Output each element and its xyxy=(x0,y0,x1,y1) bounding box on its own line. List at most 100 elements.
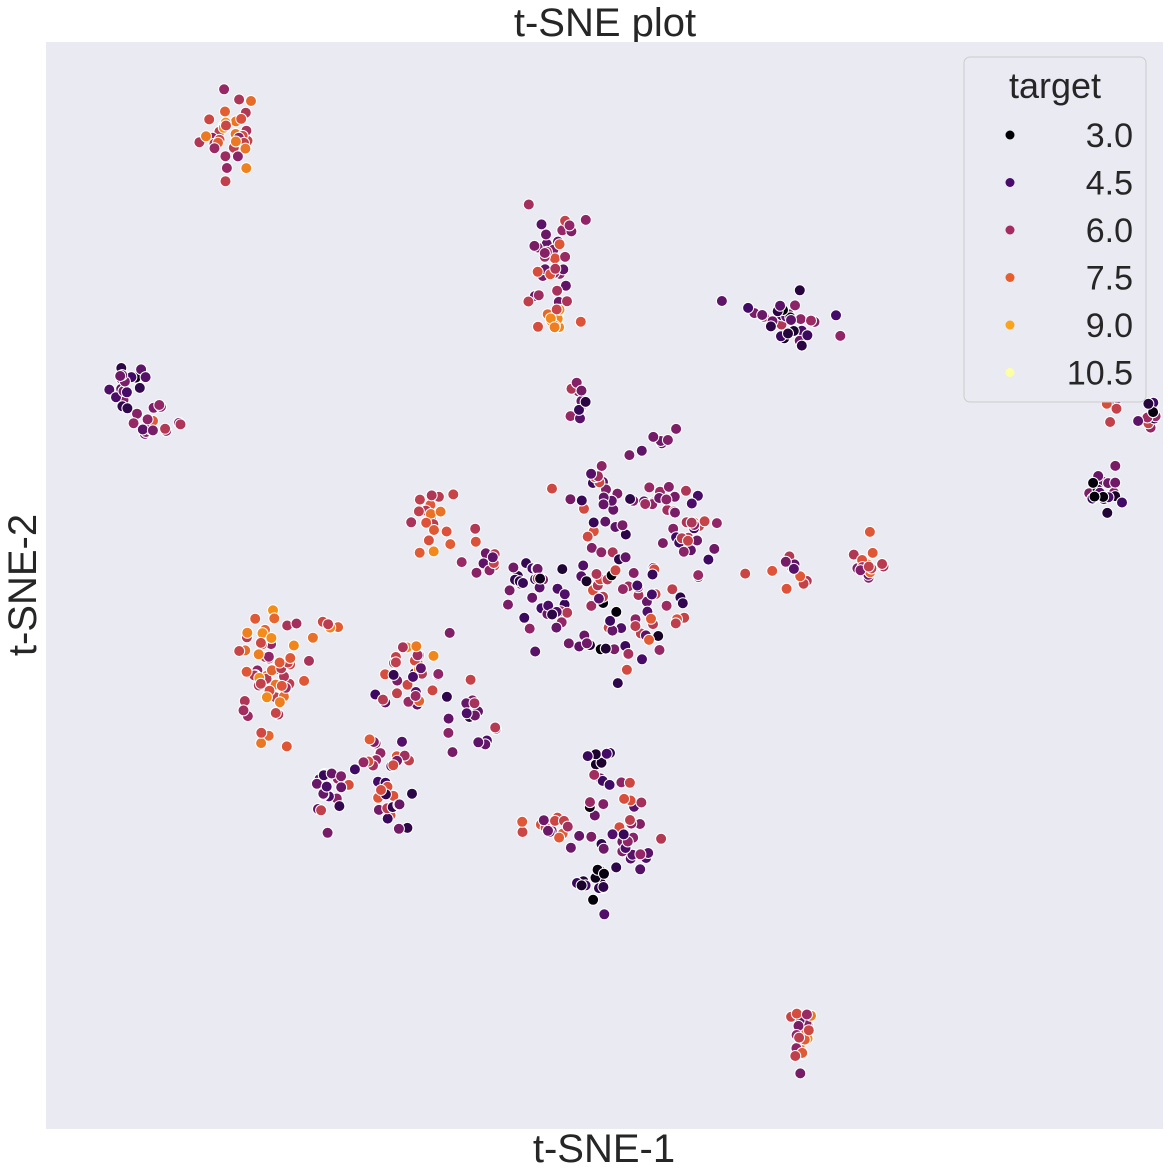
data-point xyxy=(120,386,133,399)
data-point xyxy=(766,564,779,577)
data-point xyxy=(645,588,658,601)
data-point xyxy=(782,327,794,340)
data-point xyxy=(470,566,483,579)
data-point xyxy=(389,656,402,669)
data-point xyxy=(303,654,315,667)
data-point xyxy=(635,444,648,457)
data-point xyxy=(460,707,473,720)
data-point xyxy=(231,150,244,163)
data-point xyxy=(407,670,419,683)
data-point xyxy=(616,519,629,532)
data-point xyxy=(785,314,797,326)
data-point xyxy=(780,582,793,595)
data-point xyxy=(600,747,613,760)
data-point xyxy=(320,780,333,793)
data-point xyxy=(655,832,668,845)
data-point xyxy=(335,781,348,794)
data-point xyxy=(622,647,635,660)
data-point xyxy=(617,828,630,841)
data-point xyxy=(559,250,572,263)
data-point xyxy=(789,299,801,312)
data-point xyxy=(561,606,574,619)
data-point xyxy=(627,567,640,579)
data-point xyxy=(426,684,439,697)
data-point xyxy=(412,505,425,518)
data-point xyxy=(532,289,545,302)
data-point xyxy=(516,826,529,838)
data-point xyxy=(634,848,647,861)
data-point xyxy=(680,484,692,497)
data-point xyxy=(656,537,669,550)
data-point xyxy=(669,617,682,630)
data-point xyxy=(634,863,647,876)
data-point xyxy=(233,93,246,106)
legend-marker xyxy=(1005,178,1015,187)
data-point xyxy=(580,637,593,650)
data-point xyxy=(531,265,544,278)
data-point xyxy=(677,545,690,558)
data-point xyxy=(669,506,681,519)
data-point xyxy=(787,562,800,575)
data-point xyxy=(795,339,808,352)
data-point xyxy=(413,493,426,506)
data-point xyxy=(702,553,715,566)
data-point xyxy=(553,831,566,844)
data-point xyxy=(425,489,438,502)
data-point xyxy=(542,824,554,837)
data-point xyxy=(598,867,610,880)
data-point xyxy=(363,733,376,746)
data-point xyxy=(260,691,273,704)
data-point xyxy=(708,542,721,555)
data-point xyxy=(551,284,564,297)
data-point xyxy=(526,591,539,604)
data-point xyxy=(562,637,575,650)
data-point xyxy=(585,599,598,612)
data-point xyxy=(440,525,453,538)
data-point xyxy=(624,493,637,505)
data-point xyxy=(1087,476,1100,489)
data-point xyxy=(357,756,370,769)
data-point xyxy=(800,1008,813,1021)
data-point xyxy=(610,861,623,874)
data-point xyxy=(335,770,348,783)
data-point xyxy=(1104,416,1117,428)
data-point xyxy=(561,295,573,308)
data-point xyxy=(585,467,598,480)
data-point xyxy=(550,303,563,316)
data-point xyxy=(598,908,611,921)
data-point xyxy=(434,505,447,518)
data-point xyxy=(866,546,879,559)
data-point xyxy=(588,768,601,781)
data-point xyxy=(503,584,516,597)
data-point xyxy=(280,740,293,753)
data-point xyxy=(141,413,154,426)
data-point xyxy=(239,142,252,155)
data-point xyxy=(660,599,673,612)
data-point xyxy=(208,142,221,155)
data-point xyxy=(472,736,485,749)
data-point xyxy=(229,135,242,148)
data-point xyxy=(273,696,286,709)
data-point xyxy=(535,218,548,231)
data-point xyxy=(595,756,608,769)
data-point xyxy=(1109,459,1122,472)
data-point xyxy=(573,403,585,416)
data-point xyxy=(606,828,619,841)
y-axis-label: t-SNE-2 xyxy=(1,514,45,656)
legend-title: target xyxy=(1009,65,1101,106)
data-point xyxy=(597,842,610,855)
data-point xyxy=(682,534,694,547)
data-point xyxy=(455,556,468,569)
data-point xyxy=(575,494,588,507)
data-point xyxy=(139,371,152,384)
data-point xyxy=(550,621,563,634)
data-point xyxy=(610,605,623,618)
data-point xyxy=(284,652,297,664)
data-point xyxy=(587,893,600,906)
data-point xyxy=(639,498,652,510)
data-point xyxy=(442,712,455,725)
data-point xyxy=(597,881,610,893)
data-point xyxy=(1101,506,1114,519)
data-point xyxy=(756,309,769,321)
data-point xyxy=(252,648,265,661)
